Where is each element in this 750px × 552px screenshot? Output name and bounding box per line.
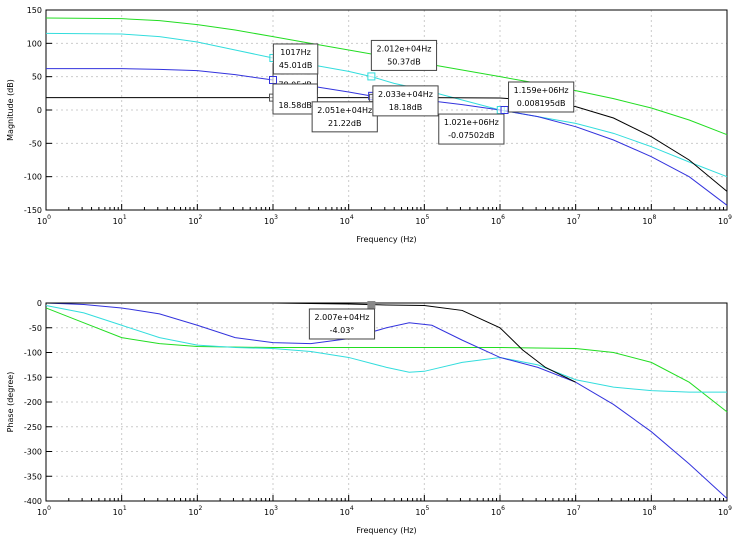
axes-frame	[45, 9, 728, 211]
datatip-box	[272, 83, 318, 115]
y-axis-label: Magnitude (dB)	[6, 79, 15, 141]
x-tick-label: 106	[491, 505, 505, 517]
axes-frame	[45, 302, 728, 502]
x-tick-label: 109	[718, 505, 732, 517]
x-tick-label: 100	[37, 505, 51, 517]
x-tick-label: 104	[340, 214, 354, 226]
datatip-text: 18.18dB	[389, 103, 422, 112]
datatip-text: 21.22dB	[328, 119, 361, 128]
series-green	[45, 307, 728, 413]
x-tick-label: 108	[642, 505, 656, 517]
series-black	[46, 302, 576, 383]
x-tick-exponent: 7	[577, 214, 581, 221]
x-tick-exponent: 5	[426, 505, 430, 512]
x-tick-exponent: 2	[199, 214, 203, 221]
x-tick-exponent: 5	[426, 214, 430, 221]
x-tick-label: 107	[567, 214, 581, 226]
datatip-text: 2.007e+04Hz	[315, 313, 370, 322]
datatip-text: -4.03°	[330, 326, 355, 335]
x-tick-exponent: 4	[350, 214, 354, 221]
x-tick-label: 107	[567, 505, 581, 517]
datatip-box	[308, 308, 376, 340]
x-tick-exponent: 9	[728, 505, 732, 512]
datatip-box	[370, 39, 438, 71]
x-tick-label: 100	[37, 214, 51, 226]
y-tick-label: -50	[29, 139, 42, 148]
datatip-text: 1.159e+06Hz	[514, 86, 569, 95]
x-tick-exponent: 1	[123, 214, 127, 221]
x-tick-exponent: 3	[274, 505, 278, 512]
datatip-box	[438, 113, 505, 145]
x-tick-exponent: 6	[501, 214, 505, 221]
datatip-marker	[500, 105, 509, 114]
datatip-box	[311, 101, 378, 133]
x-axis-label: Frequency (Hz)	[356, 235, 416, 244]
datatip-text: 50.37dB	[387, 57, 420, 66]
x-tick-exponent: 3	[274, 214, 278, 221]
datatip-text: 1.021e+06Hz	[444, 118, 499, 127]
x-tick-label: 106	[491, 214, 505, 226]
x-tick-exponent: 9	[728, 214, 732, 221]
chart-1: 100 101 102 103 104 105 106 107 108 1090-50-100-1…	[6, 299, 732, 535]
y-tick-label: -150	[24, 373, 42, 382]
x-tick-label: 101	[113, 214, 127, 226]
datatip-text: 2.033e+04Hz	[378, 90, 433, 99]
datatip-text: 2.012e+04Hz	[377, 44, 432, 53]
datatip-text: 0.008195dB	[517, 99, 566, 108]
x-tick-exponent: 2	[199, 505, 203, 512]
x-tick-label: 103	[264, 505, 278, 517]
x-tick-label: 101	[113, 505, 127, 517]
series-cyan	[45, 304, 727, 393]
y-tick-label: 100	[27, 39, 42, 48]
x-tick-label: 104	[340, 505, 354, 517]
datatip-text: 2.051e+04Hz	[317, 106, 372, 115]
x-tick-exponent: 8	[653, 505, 657, 512]
datatip-text: 45.01dB	[279, 61, 312, 70]
series-cyan	[45, 32, 728, 178]
datatip-box	[508, 81, 575, 113]
datatip-marker	[269, 75, 277, 84]
datatip-text: -0.07502dB	[448, 131, 495, 140]
y-tick-label: 50	[32, 73, 42, 82]
y-tick-label: -50	[29, 324, 42, 333]
datatip-text: 18.58dB	[278, 101, 311, 110]
x-tick-label: 103	[264, 214, 278, 226]
series-black	[46, 97, 728, 192]
datatip-text: 1017Hz	[280, 48, 311, 57]
datatip-box	[372, 85, 439, 117]
x-tick-label: 102	[188, 505, 202, 517]
x-tick-label: 105	[415, 505, 429, 517]
y-axis-label: Phase (degree)	[6, 372, 15, 433]
x-tick-label: 105	[415, 214, 429, 226]
datatip-marker	[367, 300, 376, 309]
y-tick-label: 0	[37, 106, 42, 115]
x-tick-label: 109	[718, 214, 732, 226]
x-tick-label: 108	[642, 214, 656, 226]
datatip-box	[272, 43, 319, 75]
y-tick-label: -100	[24, 349, 42, 358]
x-tick-exponent: 4	[350, 505, 354, 512]
y-tick-label: 150	[27, 6, 42, 15]
x-tick-exponent: 8	[653, 214, 657, 221]
series-blue	[45, 302, 728, 499]
y-tick-label: -150	[24, 206, 42, 215]
y-tick-label: -400	[24, 497, 42, 506]
x-tick-exponent: 0	[47, 505, 51, 512]
y-tick-label: -350	[24, 472, 42, 481]
datatip-marker	[367, 72, 376, 81]
x-tick-label: 102	[188, 214, 202, 226]
y-tick-label: 0	[37, 299, 42, 308]
y-tick-label: -300	[24, 448, 42, 457]
y-tick-label: -200	[24, 398, 42, 407]
x-axis-label: Frequency (Hz)	[356, 526, 416, 535]
x-tick-exponent: 7	[577, 505, 581, 512]
y-tick-label: -250	[24, 423, 42, 432]
x-tick-exponent: 6	[501, 505, 505, 512]
y-tick-label: -100	[24, 173, 42, 182]
x-tick-exponent: 1	[123, 505, 127, 512]
chart-0: 100 101 102 103 104 105 106 107 108 109150100500-…	[6, 6, 732, 244]
x-tick-exponent: 0	[47, 214, 51, 221]
